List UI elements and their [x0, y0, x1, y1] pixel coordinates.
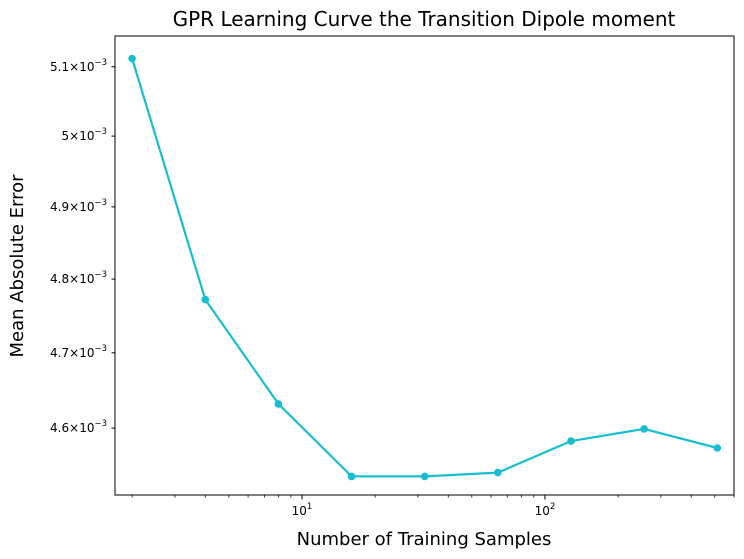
y-axis-label: Mean Absolute Error: [7, 174, 28, 358]
y-tick-label: 5.1×10−3: [50, 58, 107, 74]
chart-title: GPR Learning Curve the Transition Dipole…: [173, 7, 676, 31]
minor-ticks: [131, 495, 735, 498]
y-tick-label: 4.9×10−3: [50, 198, 107, 214]
y-axis-ticks: 4.6×10−3 4.7×10−3 4.8×10−3 4.9×10−3 5×10−3 5.…: [50, 58, 115, 435]
x-tick-label: 102: [535, 502, 556, 518]
data-point: [494, 468, 502, 477]
data-point: [640, 425, 648, 433]
data-point: [128, 54, 136, 63]
x-axis-ticks: 101 102: [292, 495, 556, 518]
x-tick-label: 101: [292, 502, 313, 518]
plot-frame: [114, 35, 735, 496]
x-axis-label: Number of Training Samples: [297, 529, 552, 550]
y-tick-label: 5×10−3: [61, 127, 107, 143]
series-line: [131, 58, 718, 478]
data-point: [567, 437, 575, 445]
y-tick-label: 4.7×10−3: [50, 344, 107, 360]
data-point: [274, 400, 283, 408]
data-point: [347, 472, 356, 481]
y-tick-label: 4.6×10−3: [50, 419, 107, 435]
y-tick-label: 4.8×10−3: [50, 270, 107, 286]
plot-area: 101 102 4.6×10−3 4.7×10−3 4.8×10−3 4.9×10−3 5…: [50, 35, 735, 518]
data-point: [201, 295, 210, 304]
data-point: [420, 472, 429, 481]
series-layer: [128, 54, 722, 481]
data-point: [713, 444, 722, 452]
